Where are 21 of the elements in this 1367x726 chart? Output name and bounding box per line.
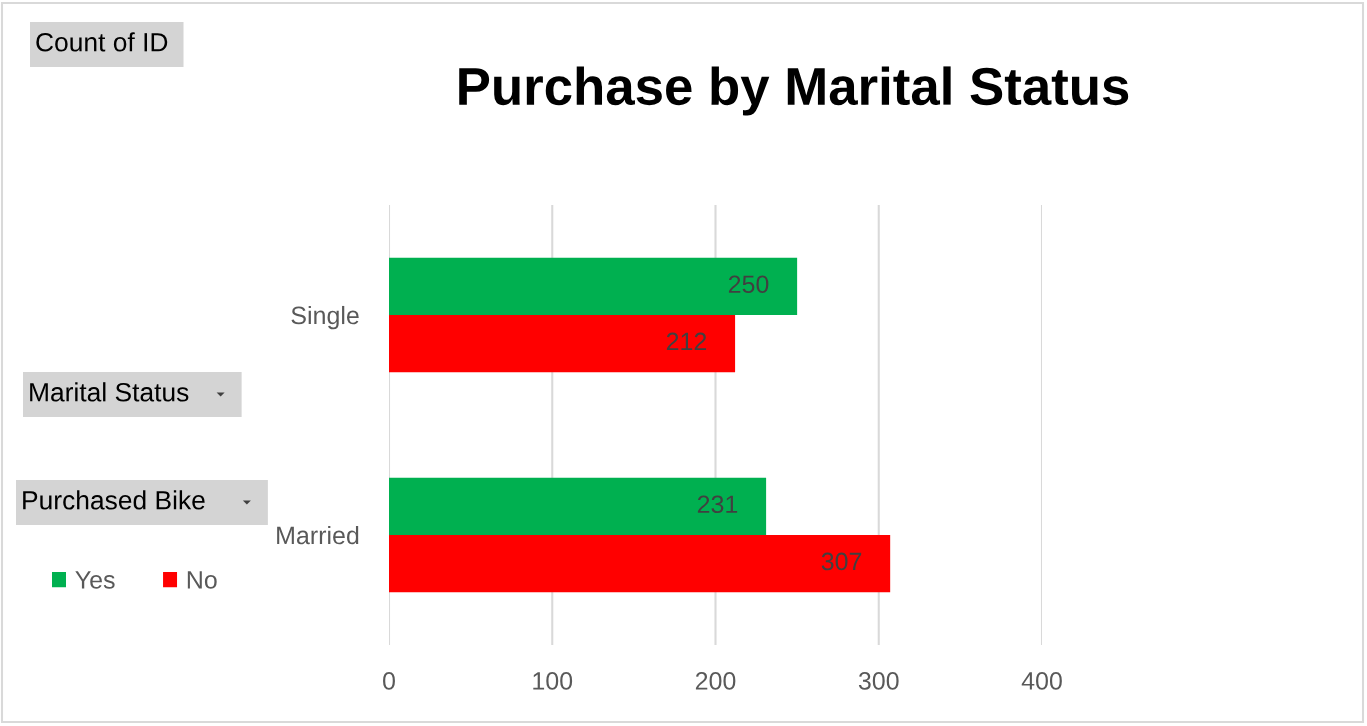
data-label: 307 bbox=[821, 552, 862, 571]
bar bbox=[389, 535, 891, 593]
chart-title: Purchase by Marital Status bbox=[459, 66, 1129, 116]
x-tick-label: 200 bbox=[695, 672, 736, 690]
legend-title: Purchased Bike bbox=[23, 490, 205, 510]
y-axis-title: Marital Status bbox=[30, 382, 189, 402]
data-label: 212 bbox=[666, 332, 707, 351]
y-tick-label: Single bbox=[291, 305, 359, 330]
bar bbox=[389, 477, 767, 535]
x-tick-label: 0 bbox=[383, 672, 395, 690]
y-tick-label: Married bbox=[277, 525, 359, 545]
data-label: 231 bbox=[697, 495, 738, 514]
legend-label: Yes bbox=[75, 571, 115, 589]
bar bbox=[389, 257, 798, 315]
x-tick-label: 300 bbox=[858, 672, 899, 690]
bar bbox=[389, 315, 736, 373]
x-tick-label: 100 bbox=[533, 672, 573, 690]
data-label: 250 bbox=[728, 275, 769, 294]
x-tick-label: 400 bbox=[1021, 672, 1062, 690]
legend-label: No bbox=[187, 571, 217, 589]
text: Count of ID bbox=[36, 32, 168, 52]
